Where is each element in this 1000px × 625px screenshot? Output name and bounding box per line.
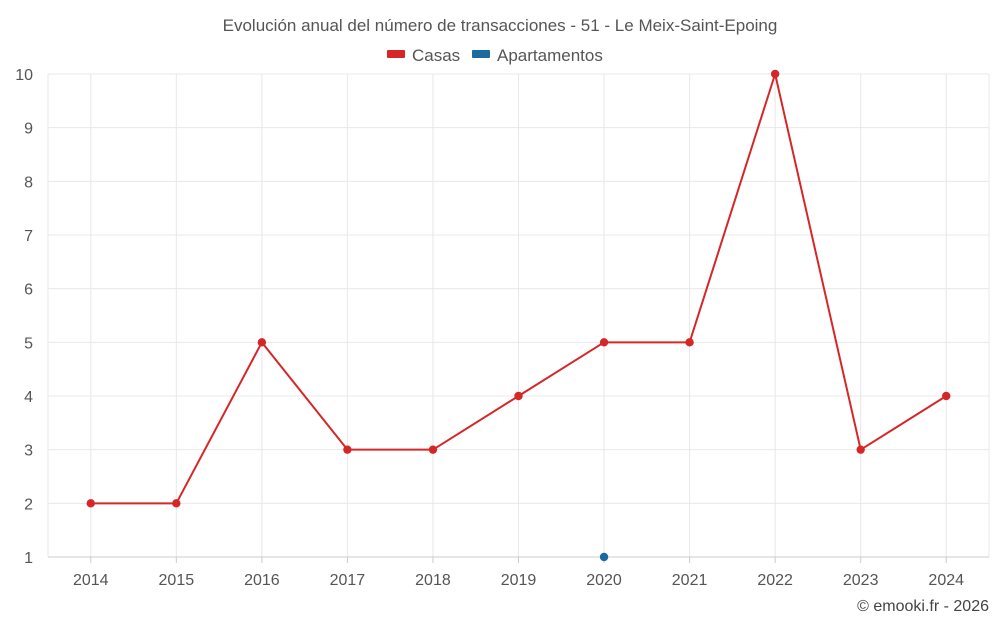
legend-label-apartamentos: Apartamentos (497, 46, 603, 65)
legend-item-casas[interactable]: Casas (387, 46, 460, 65)
grid (48, 73, 989, 558)
x-tick-label: 2016 (244, 572, 280, 589)
legend-swatch-apartamentos (472, 50, 490, 58)
chart-title: Evolución anual del número de transaccio… (223, 16, 778, 35)
y-tick-label: 4 (24, 389, 33, 406)
data-point-casas-2014[interactable] (86, 499, 95, 508)
y-tick-label: 7 (24, 228, 33, 245)
x-tick-label: 2014 (73, 572, 109, 589)
x-tick-label: 2021 (672, 572, 708, 589)
data-point-apartamentos-2020[interactable] (599, 552, 609, 562)
credit-text: © emooki.fr - 2026 (857, 598, 989, 615)
data-point-casas-2019[interactable] (514, 391, 523, 401)
x-tick-label: 2017 (330, 572, 366, 589)
legend: Casas Apartamentos (387, 46, 603, 65)
data-point-casas-2015[interactable] (172, 499, 181, 508)
x-tick-label: 2018 (415, 572, 451, 589)
data-point-casas-2017[interactable] (343, 445, 352, 454)
data-point-casas-2024[interactable] (942, 391, 951, 401)
x-tick-label: 2020 (586, 572, 622, 589)
legend-label-casas: Casas (412, 46, 460, 65)
y-tick-label: 9 (24, 121, 33, 138)
data-point-casas-2023[interactable] (856, 445, 865, 454)
y-tick-label: 6 (24, 282, 33, 299)
data-point-casas-2022[interactable] (770, 69, 780, 79)
y-tick-label: 8 (24, 174, 33, 191)
y-tick-label: 10 (15, 67, 33, 84)
x-tick-label: 2022 (757, 572, 793, 589)
series-layer (86, 69, 951, 562)
legend-swatch-casas (387, 50, 405, 58)
x-tick-label: 2019 (501, 572, 537, 589)
y-tick-label: 3 (24, 443, 33, 460)
data-point-casas-2016[interactable] (257, 338, 267, 347)
x-tick-label: 2024 (928, 572, 964, 589)
data-point-casas-2018[interactable] (428, 445, 438, 454)
x-tick-label: 2023 (843, 572, 879, 589)
y-tick-label: 5 (24, 335, 33, 352)
y-tick-label: 1 (24, 550, 33, 567)
axes: 1 2 3 4 5 6 7 8 9 10 2014 2015 2016 2017 2018 2019 2020 2… (15, 67, 990, 589)
y-tick-label: 2 (24, 496, 33, 513)
data-point-casas-2020[interactable] (599, 338, 609, 347)
x-tick-label: 2015 (159, 572, 195, 589)
data-point-casas-2021[interactable] (685, 338, 694, 347)
legend-item-apartamentos[interactable]: Apartamentos (472, 46, 603, 65)
